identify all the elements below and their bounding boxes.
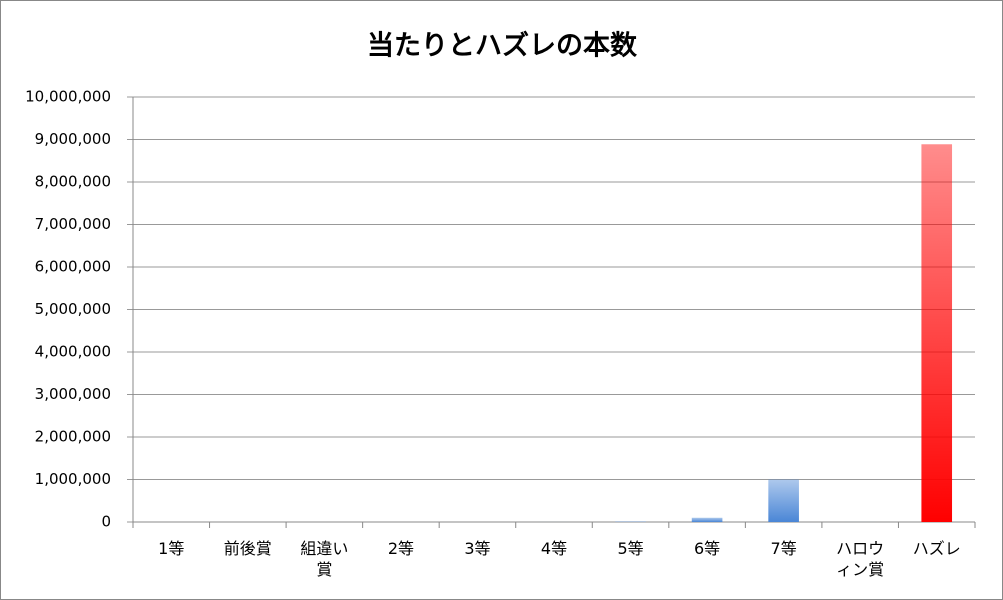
x-tick-label: 2等: [387, 539, 414, 558]
y-tick-label: 1,000,000: [35, 470, 111, 488]
bar: [691, 517, 723, 522]
x-tick-label: 7等: [770, 539, 797, 558]
x-tick-label: 6等: [693, 539, 721, 558]
chart-title: 当たりとハズレの本数: [367, 30, 638, 62]
x-tick-label: 組違い賞: [300, 539, 349, 579]
y-tick-label: 7,000,000: [35, 215, 111, 233]
y-tick-label: 5,000,000: [35, 300, 111, 318]
x-tick-label: 5等: [617, 539, 644, 558]
x-tick-label: 3等: [464, 539, 491, 558]
y-tick-label: 10,000,000: [25, 88, 111, 106]
bar: [921, 144, 953, 522]
x-tick-label: ハロウィン賞: [836, 539, 885, 579]
x-tick-label: 1等: [158, 539, 185, 558]
bar: [768, 479, 799, 522]
y-tick-label: 0: [101, 513, 111, 531]
y-tick-label: 4,000,000: [35, 343, 111, 361]
y-tick-label: 2,000,000: [35, 428, 111, 446]
y-tick-label: 9,000,000: [35, 130, 111, 148]
y-tick-label: 8,000,000: [35, 173, 111, 191]
x-tick-label: ハズレ: [912, 539, 961, 558]
x-tick-label: 4等: [540, 539, 568, 558]
y-tick-label: 3,000,000: [35, 385, 111, 403]
y-tick-label: 6,000,000: [35, 258, 111, 276]
x-tick-label: 前後賞: [223, 539, 272, 558]
